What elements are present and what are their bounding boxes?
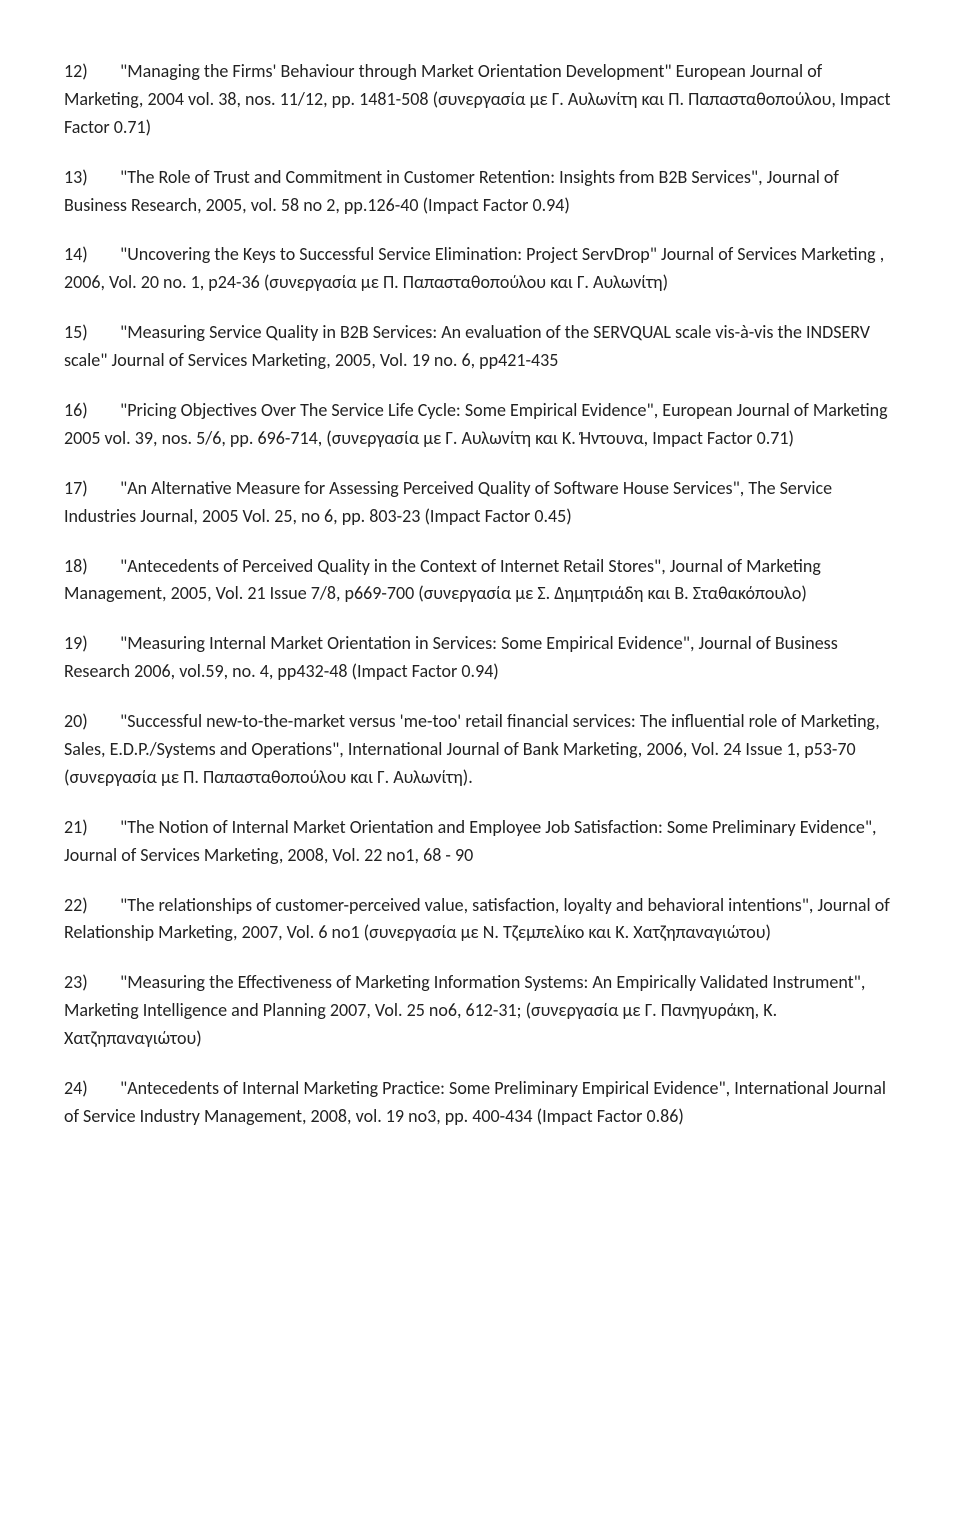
publication-entry: 15)"Measuring Service Quality in B2B Ser… [64,319,896,375]
entry-number: 21) [64,814,120,842]
entry-number: 13) [64,164,120,192]
publication-entry: 14)"Uncovering the Keys to Successful Se… [64,241,896,297]
entry-text: "Managing the Firms' Behaviour through M… [64,60,891,138]
entry-text: "Measuring the Effectiveness of Marketin… [64,971,865,1049]
entry-text: "Antecedents of Perceived Quality in the… [64,555,821,605]
entry-text: "An Alternative Measure for Assessing Pe… [64,477,832,527]
publication-entry: 13)"The Role of Trust and Commitment in … [64,164,896,220]
entry-text: "Uncovering the Keys to Successful Servi… [64,243,884,293]
entry-number: 18) [64,553,120,581]
entry-text: "The Role of Trust and Commitment in Cus… [64,166,839,216]
entry-text: "Measuring Internal Market Orientation i… [64,632,838,682]
entry-number: 17) [64,475,120,503]
entry-text: "Measuring Service Quality in B2B Servic… [64,321,870,371]
publication-entry: 12)"Managing the Firms' Behaviour throug… [64,58,896,142]
entry-number: 19) [64,630,120,658]
publication-entry: 24)"Antecedents of Internal Marketing Pr… [64,1075,896,1131]
entry-number: 24) [64,1075,120,1103]
publication-entry: 20)"Successful new-to-the-market versus … [64,708,896,792]
publication-entry: 17)"An Alternative Measure for Assessing… [64,475,896,531]
entry-number: 12) [64,58,120,86]
publication-entry: 18)"Antecedents of Perceived Quality in … [64,553,896,609]
entry-number: 23) [64,969,120,997]
entry-text: "Successful new-to-the-market versus 'me… [64,710,880,788]
entry-text: "Pricing Objectives Over The Service Lif… [64,399,888,449]
entry-text: "The Notion of Internal Market Orientati… [64,816,877,866]
entry-number: 14) [64,241,120,269]
publication-entry: 22)"The relationships of customer-percei… [64,892,896,948]
entry-text: "The relationships of customer-perceived… [64,894,890,944]
entry-number: 22) [64,892,120,920]
entry-text: "Antecedents of Internal Marketing Pract… [64,1077,886,1127]
publication-entry: 21)"The Notion of Internal Market Orient… [64,814,896,870]
entry-number: 16) [64,397,120,425]
publication-list: 12)"Managing the Firms' Behaviour throug… [64,58,896,1131]
entry-number: 20) [64,708,120,736]
publication-entry: 23)"Measuring the Effectiveness of Marke… [64,969,896,1053]
entry-number: 15) [64,319,120,347]
publication-entry: 16)"Pricing Objectives Over The Service … [64,397,896,453]
publication-entry: 19)"Measuring Internal Market Orientatio… [64,630,896,686]
